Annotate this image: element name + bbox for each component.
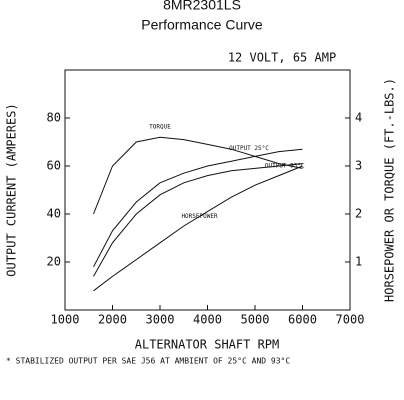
series-line (93, 163, 303, 277)
x-tick-label: 7000 (336, 313, 365, 327)
x-tick-label: 6000 (288, 313, 317, 327)
footnote: * STABILIZED OUTPUT PER SAE J56 AT AMBIE… (6, 357, 290, 366)
series-line (93, 165, 303, 292)
y-tick-label: 40 (47, 207, 61, 221)
x-tick-label: 3000 (146, 313, 175, 327)
y2-tick-label: 4 (355, 111, 362, 125)
y-tick-label: 20 (47, 255, 61, 269)
x-tick-label: 2000 (98, 313, 127, 327)
y2-tick-label: 2 (355, 207, 362, 221)
plot-frame (64, 69, 351, 311)
y-tick-label: 80 (47, 111, 61, 125)
series-label: OUTPUT 25°C (229, 145, 269, 152)
x-tick-label: 4000 (193, 313, 222, 327)
series-label: TORQUE (149, 124, 171, 131)
series-line (93, 148, 303, 268)
annotation: 12 VOLT, 65 AMP (228, 51, 336, 65)
y2-tick-label: 1 (355, 255, 362, 269)
y2-axis-title: HORSEPOWER OR TORQUE (FT.-LBS.) (383, 78, 397, 302)
chart-title: 8MR2301LS (163, 0, 241, 13)
x-tick-label: 5000 (241, 313, 270, 327)
y-axis-title: OUTPUT CURRENT (AMPERES) (5, 103, 19, 276)
series-line (93, 136, 303, 215)
x-axis-title: ALTERNATOR SHAFT RPM (135, 338, 280, 352)
series-label: HORSEPOWER (181, 213, 218, 220)
x-tick-label: 1000 (51, 313, 80, 327)
series-label: OUTPUT 93°C (265, 163, 305, 170)
y-tick-label: 60 (47, 159, 61, 173)
chart-subtitle: Performance Curve (141, 17, 263, 33)
y2-tick-label: 3 (355, 159, 362, 173)
